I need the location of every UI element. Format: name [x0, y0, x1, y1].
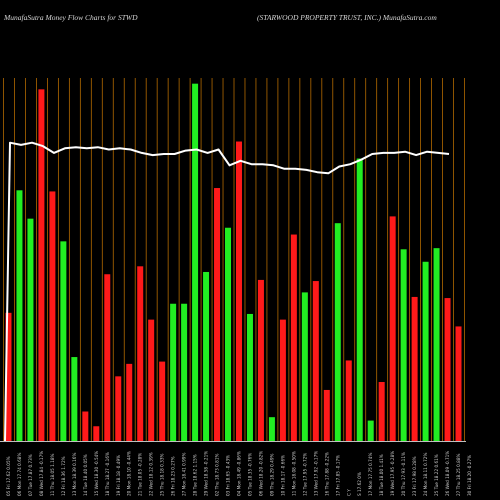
money-flow-bar: [203, 271, 210, 441]
money-flow-bar: [334, 223, 341, 441]
x-tick-label: 28 Tue 18.62 1.15%: [193, 454, 198, 496]
x-tick-label: 25 Thu 18.18 0.33%: [160, 454, 165, 496]
x-tick-label: 27 Thu 18.25 0.88%: [456, 454, 461, 496]
money-flow-bar: [422, 261, 429, 441]
money-flow-bar: [225, 227, 232, 441]
money-flow-bar: [192, 83, 199, 441]
money-flow-bar: [279, 319, 286, 441]
money-flow-bar: [290, 234, 297, 441]
x-tick-label: 05 Tue 18.35 -0.76%: [247, 453, 252, 496]
x-tick-label: 06 Mon 17.74 0.68%: [17, 453, 22, 496]
money-flow-bar: [115, 376, 122, 441]
money-flow-bar: [400, 249, 407, 441]
x-tick-label: 17 Fri 17.85 -0.17%: [335, 455, 340, 496]
money-flow-bar: [49, 191, 56, 441]
x-tick-label: 26 Wed 18.09 -0.71%: [445, 451, 450, 496]
money-flow-bar: [323, 389, 330, 441]
x-tick-label: 03 Fri 18.65 -0.43%: [226, 455, 231, 496]
chart-title-left: MunafaSutra Money Flow Charts for STWD: [4, 13, 138, 22]
money-flow-bar: [246, 313, 253, 441]
money-flow-bar: [181, 303, 188, 441]
x-tick-label: 11 Thu 18.05 1.18%: [50, 454, 55, 496]
money-flow-bar: [455, 326, 462, 441]
x-tick-label: 05 Fri 17.62 0.05%: [6, 456, 11, 496]
money-flow-bar: [378, 382, 385, 441]
chart-title-right: (STARWOOD PROPERTY TRUST, INC.) MunafaSu…: [257, 13, 437, 22]
money-flow-bar: [301, 292, 308, 441]
money-flow-bar: [411, 296, 418, 441]
money-flow-bar: [389, 216, 396, 441]
x-tick-label: 23 Fri 17.98 0.28%: [412, 456, 417, 496]
x-tick-label: 09 Thu 18.29 0.49%: [269, 454, 274, 496]
x-tick-label: 20 Thu 17.93 -0.11%: [401, 452, 406, 496]
x-tick-label: 21 Tue 18.05 -0.28%: [138, 453, 143, 496]
money-flow-bar: [60, 241, 67, 441]
money-flow-bar: [312, 281, 319, 441]
money-flow-bar: [433, 248, 440, 441]
price-line: [4, 141, 450, 442]
x-tick-label: 06 Wed 18.20 -0.82%: [258, 451, 263, 496]
x-tick-label: 18 Thu 18.27 -0.16%: [105, 452, 110, 496]
x-tick-label: 17 Mon 17.75 0.74%: [368, 453, 373, 496]
money-flow-bar: [159, 361, 166, 441]
x-tick-label: 14 Tue 18.40 0.05%: [83, 454, 88, 496]
x-tick-label: 10 Fri 18.17 -0.66%: [280, 455, 285, 496]
money-flow-bar: [444, 298, 451, 441]
x-tick-label: 13 Mon 18.39 0.16%: [72, 453, 77, 496]
x-tick-label: 30 Fri 18.20 -0.27%: [467, 455, 472, 496]
x-tick-label: 11 Mon 18.08 -0.50%: [291, 451, 296, 496]
x-tick-label: 13 Wed 17.92 -0.17%: [313, 451, 318, 496]
x-tick-label: 20 Mon 18.10 -0.44%: [127, 451, 132, 496]
x-tick-label: 19 Fri 18.18 -0.49%: [116, 455, 121, 496]
money-flow-bar: [5, 312, 12, 441]
money-flow-bar: [345, 360, 352, 441]
money-flow-bar: [38, 89, 45, 441]
x-tick-label: 22 Wed 18.12 0.39%: [149, 452, 154, 496]
x-tick-label: 04 Mon 18.49 -0.86%: [236, 451, 241, 496]
x-tick-label: 24 Mon 18.11 0.72%: [423, 453, 428, 496]
x-tick-label: 19 Wed 17.95 -0.28%: [390, 451, 395, 496]
x-tick-label: 25 Tue 18.22 0.61%: [434, 454, 439, 496]
money-flow-bar: [268, 417, 275, 441]
money-flow-bar: [104, 274, 111, 441]
money-flow-bar: [16, 190, 23, 441]
money-flow-bar: [214, 188, 221, 441]
x-tick-label: 07 Tue 17.87 0.73%: [28, 454, 33, 496]
x-tick-label: 26 Fri 18.23 0.27%: [171, 456, 176, 496]
money-flow-bar: [148, 319, 155, 441]
money-flow-bar: [82, 411, 89, 441]
x-tick-label: 16 Thu 17.88 -0.22%: [324, 452, 329, 496]
money-flow-bar: [71, 357, 78, 441]
money-flow-bar: [367, 420, 374, 441]
money-flow-bar: [126, 363, 133, 441]
x-tick-label: 12 Tue 17.95 -0.72%: [302, 453, 307, 496]
x-tick-label: S 17.62 0%: [357, 472, 362, 496]
x-tick-label: C Y: [346, 489, 351, 496]
money-flow-bar: [93, 426, 100, 441]
money-flow-bar: [27, 218, 34, 441]
x-tick-label: 12 Fri 18.36 1.72%: [61, 456, 66, 496]
x-tick-label: 08 Wed 17.84 -0.17%: [39, 451, 44, 496]
money-flow-bar: [235, 141, 242, 441]
money-flow-bar: [170, 303, 177, 441]
x-tick-label: 15 Wed 18.30 -0.54%: [94, 451, 99, 496]
x-tick-label: 29 Wed 18.58 -0.21%: [204, 451, 209, 496]
money-flow-bar: [356, 158, 363, 441]
x-tick-label: 27 Mon 18.41 0.99%: [182, 453, 187, 496]
money-flow-bar: [137, 266, 144, 441]
x-tick-label: 18 Tue 18.00 1.41%: [379, 454, 384, 496]
x-tick-label: 02 Thu 18.73 0.81%: [215, 454, 220, 496]
money-flow-bar: [257, 279, 264, 441]
